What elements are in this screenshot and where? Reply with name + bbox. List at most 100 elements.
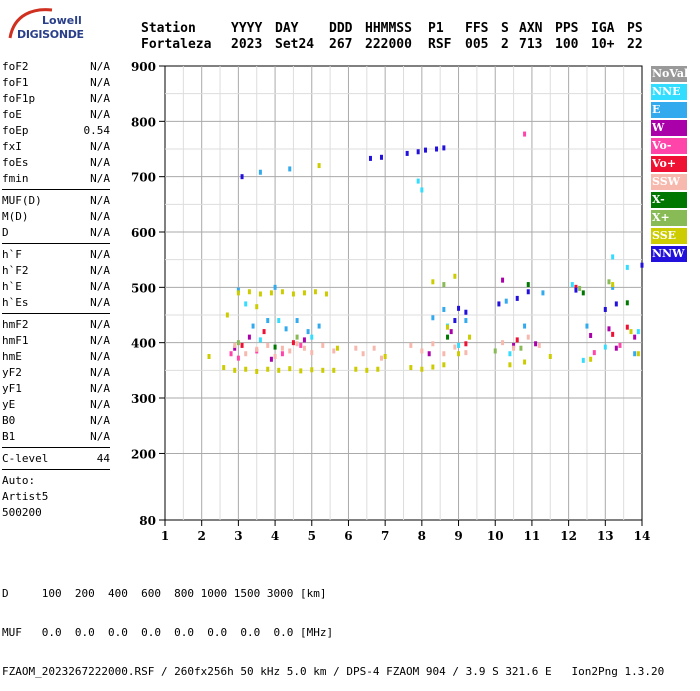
- param-name: yE: [2, 398, 16, 411]
- data-point-sse: [589, 356, 593, 362]
- header-value-s: 2: [501, 37, 509, 52]
- x-tick-label: 9: [454, 529, 462, 543]
- param-row: yF1 N/A: [2, 381, 110, 397]
- data-point-sse: [611, 282, 615, 288]
- footer-muf-row: MUF 0.0 0.0 0.0 0.0 0.0 0.0 0.0 0.0 [MHz…: [2, 626, 334, 639]
- data-point-sse: [277, 367, 281, 373]
- param-value: N/A: [90, 382, 110, 395]
- data-point-e: [288, 166, 292, 172]
- y-tick-label: 80: [139, 514, 156, 528]
- y-tick-label: 500: [131, 281, 156, 295]
- data-point-nne: [244, 301, 248, 307]
- x-tick-label: 7: [381, 529, 389, 543]
- param-row: foEs N/A: [2, 155, 110, 171]
- data-point-w: [302, 337, 306, 343]
- legend-item-nne: NNE: [651, 84, 687, 100]
- auto-line: 500200: [2, 506, 42, 519]
- param-name: foF2: [2, 60, 29, 73]
- data-point-sse: [222, 365, 226, 371]
- data-point-e: [431, 315, 435, 321]
- data-point-ssw: [537, 342, 541, 348]
- data-point-sse: [321, 367, 325, 373]
- param-name: M(D): [2, 210, 29, 223]
- data-point-sse: [317, 163, 321, 169]
- data-point-x: [236, 340, 240, 346]
- data-point-sse: [255, 368, 259, 374]
- header-value-day: Set24: [275, 37, 315, 52]
- data-point-sse: [247, 289, 251, 295]
- data-point-nnw: [603, 306, 607, 312]
- header-label-ddd: DDD: [329, 21, 353, 36]
- data-point-sse: [299, 368, 303, 374]
- param-row: foEp 0.54: [2, 123, 110, 139]
- data-point-nne: [416, 178, 420, 184]
- data-point-sse: [523, 359, 527, 365]
- param-value: N/A: [90, 414, 110, 427]
- data-point-sse: [291, 291, 295, 297]
- legend-item-vo: Vo+: [651, 156, 687, 172]
- data-point-nnw: [464, 309, 468, 315]
- param-value: 0.54: [83, 124, 111, 137]
- data-point-nnw: [526, 289, 530, 295]
- data-point-vo: [625, 324, 629, 330]
- data-point-ssw: [361, 351, 365, 357]
- param-name: fmin: [2, 172, 29, 185]
- data-point-w: [501, 277, 505, 283]
- data-point-vo: [240, 342, 244, 348]
- data-point-sse: [354, 366, 358, 372]
- data-point-ssw: [501, 340, 505, 346]
- data-point-e: [236, 287, 240, 293]
- param-row: foF1p N/A: [2, 91, 110, 107]
- data-point-e: [611, 284, 615, 290]
- y-tick-label: 900: [131, 60, 156, 74]
- data-point-e: [442, 306, 446, 312]
- data-point-sse: [324, 291, 328, 297]
- header-label-station: Station: [141, 21, 196, 36]
- data-point-sse: [420, 366, 424, 372]
- data-point-vo: [464, 341, 468, 347]
- header-label-axn: AXN: [519, 21, 543, 36]
- data-point-nnw: [368, 155, 372, 161]
- legend-item-sse: SSE: [651, 228, 687, 244]
- data-point-vo: [291, 340, 295, 346]
- data-point-e: [284, 326, 288, 332]
- legend-item-vo: Vo-: [651, 138, 687, 154]
- logo-digisonde-text: DIGISONDE: [17, 28, 84, 41]
- data-point-nne: [258, 337, 262, 343]
- data-point-nnw: [442, 145, 446, 151]
- data-point-w: [427, 351, 431, 357]
- data-point-ssw: [442, 351, 446, 357]
- data-point-w: [607, 326, 611, 332]
- param-row: hmF1 N/A: [2, 333, 110, 349]
- data-point-nnw: [424, 147, 428, 153]
- data-point-e: [251, 323, 255, 329]
- data-point-sse: [335, 345, 339, 351]
- param-row: MUF(D) N/A: [2, 193, 110, 209]
- param-value: N/A: [90, 92, 110, 105]
- c-level-label: C-level: [2, 452, 49, 465]
- param-value: N/A: [90, 194, 110, 207]
- param-row: yF2 N/A: [2, 365, 110, 381]
- param-row: B1 N/A: [2, 429, 110, 445]
- data-point-ssw: [372, 345, 376, 351]
- param-row: hmE N/A: [2, 349, 110, 365]
- data-point-nne: [457, 342, 461, 348]
- data-point-sse: [629, 329, 633, 335]
- y-tick-label: 300: [131, 392, 156, 406]
- data-point-sse: [431, 364, 435, 370]
- data-point-x: [578, 285, 582, 291]
- param-value: N/A: [90, 366, 110, 379]
- param-row: foF1 N/A: [2, 75, 110, 91]
- header-value-ddd: 267: [329, 37, 353, 52]
- data-point-sse: [266, 366, 270, 372]
- header-value-ps: 22: [627, 37, 643, 52]
- legend-item-ssw: SSW: [651, 174, 687, 190]
- data-point-e: [306, 329, 310, 335]
- y-tick-label: 800: [131, 115, 156, 129]
- data-point-nne: [508, 351, 512, 357]
- param-name: yF2: [2, 366, 22, 379]
- header-value-p1: RSF: [428, 37, 452, 52]
- data-point-nne: [611, 254, 615, 260]
- header-label-day: DAY: [275, 21, 299, 36]
- data-point-sse: [310, 367, 314, 373]
